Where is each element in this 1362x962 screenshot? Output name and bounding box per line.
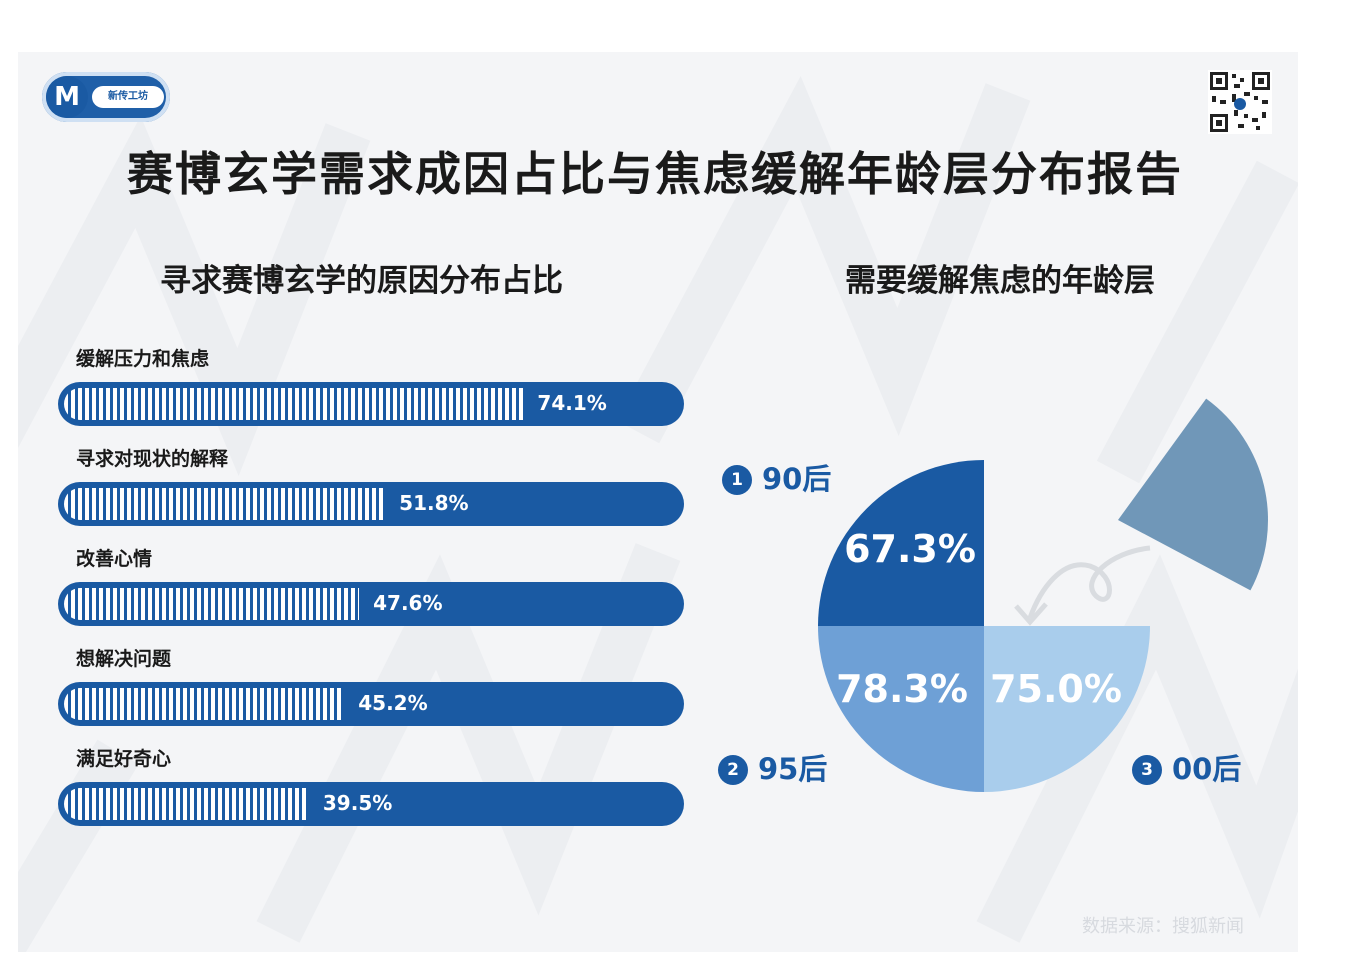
bar-fill bbox=[64, 388, 524, 420]
bar-label: 缓解压力和焦虑 bbox=[76, 348, 210, 370]
bar-value-label: 39.5% bbox=[322, 791, 393, 815]
data-source: 数据来源：搜狐新闻 bbox=[1082, 916, 1244, 937]
age-number-badge: 1 bbox=[722, 465, 752, 495]
age-legend-item: 2 95后 bbox=[718, 746, 827, 788]
bar-track: 45.2% bbox=[58, 682, 684, 726]
pie-slice bbox=[818, 626, 984, 792]
logo-mark-icon: M bbox=[46, 76, 88, 118]
watermark-pattern bbox=[18, 76, 1298, 952]
arrow-head bbox=[1014, 602, 1048, 626]
qr-code-icon bbox=[1208, 70, 1272, 134]
age-legend-label: 00后 bbox=[1172, 752, 1242, 786]
bar-track: 51.8% bbox=[58, 482, 684, 526]
age-legend-item: 3 00后 bbox=[1132, 746, 1241, 788]
pie-value-label: 67.3% bbox=[844, 527, 976, 571]
bar-fill bbox=[64, 688, 345, 720]
bar-label: 想解决问题 bbox=[76, 648, 172, 670]
bar-label: 满足好奇心 bbox=[76, 748, 172, 770]
age-legend-label: 90后 bbox=[762, 462, 832, 496]
bar-fill bbox=[64, 788, 309, 820]
bar-fill bbox=[64, 488, 386, 520]
bar-label: 改善心情 bbox=[76, 548, 153, 570]
pie-slice-detached bbox=[1118, 398, 1268, 591]
bar-track: 47.6% bbox=[58, 582, 684, 626]
bar-label: 寻求对现状的解释 bbox=[76, 448, 229, 470]
bar-value-label: 45.2% bbox=[358, 691, 428, 715]
bar-value-label: 47.6% bbox=[373, 591, 443, 615]
bar-chart-title: 寻求赛博玄学的原因分布占比 bbox=[160, 263, 563, 299]
age-legend-label: 95后 bbox=[758, 752, 828, 786]
pie-value-label: 78.3% bbox=[836, 667, 968, 711]
age-legend-item: 1 90后 bbox=[722, 456, 831, 498]
bar-track: 39.5% bbox=[58, 782, 684, 826]
swirl-arrow bbox=[1027, 545, 1151, 619]
age-number-badge: 2 bbox=[718, 755, 748, 785]
pie-chart-title: 需要缓解焦虑的年龄层 bbox=[845, 263, 1155, 299]
bar-track: 74.1% bbox=[58, 382, 684, 426]
bar-fill bbox=[64, 588, 360, 620]
pie-slice bbox=[984, 626, 1150, 792]
logo-text: 新传工坊 bbox=[92, 86, 164, 108]
puzzle-notch bbox=[898, 612, 942, 626]
page-title: 赛博玄学需求成因占比与焦虑缓解年龄层分布报告 bbox=[127, 147, 1183, 201]
age-number-badge: 3 bbox=[1132, 755, 1162, 785]
bar-value-label: 51.8% bbox=[399, 491, 469, 515]
pie-slice bbox=[818, 460, 984, 626]
pie-value-label: 75.0% bbox=[990, 667, 1122, 711]
puzzle-notch bbox=[970, 656, 984, 710]
bar-value-label: 74.1% bbox=[537, 391, 607, 415]
